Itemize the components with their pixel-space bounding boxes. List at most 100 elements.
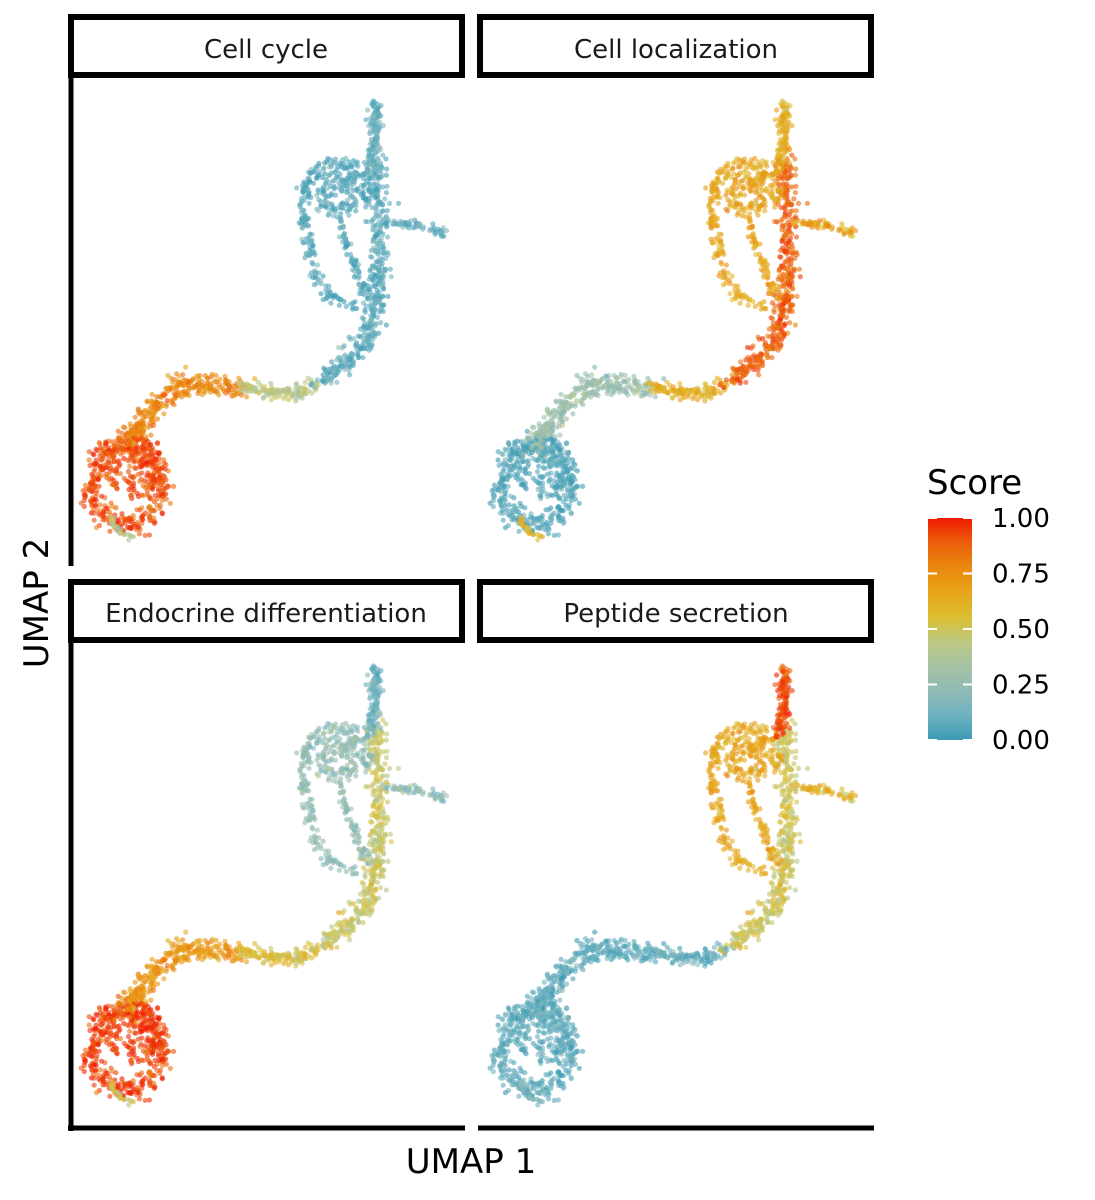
cell-point (356, 173, 363, 179)
cell-point (528, 514, 534, 520)
cell-point (233, 391, 239, 398)
cell-point (707, 195, 713, 201)
cell-point (81, 498, 87, 504)
cell-point (618, 371, 624, 377)
cell-point (525, 463, 531, 469)
cell-point (370, 166, 376, 172)
cell-point (123, 1007, 129, 1013)
cell-point (159, 510, 165, 517)
cell-point (615, 386, 622, 392)
cell-point (783, 259, 790, 265)
cell-point (841, 231, 847, 237)
cell-point (147, 420, 153, 426)
cell-point (98, 457, 104, 463)
cell-point (126, 998, 132, 1004)
cell-point (261, 384, 267, 390)
cell-point (96, 511, 102, 517)
cell-point (145, 1044, 151, 1050)
cell-point (151, 520, 157, 526)
cell-point (194, 373, 200, 379)
cell-point (501, 497, 507, 503)
cell-point (840, 225, 846, 231)
cell-point (319, 378, 325, 384)
cell-point (568, 510, 575, 517)
cell-point (534, 469, 541, 475)
cell-point (325, 156, 331, 162)
cell-point (142, 1097, 148, 1103)
cell-point (767, 345, 773, 351)
cell-point (311, 169, 317, 175)
cell-point (373, 248, 379, 254)
cell-point (713, 236, 719, 242)
cell-point (107, 1093, 113, 1099)
cell-point (737, 380, 743, 386)
cell-point (310, 243, 316, 249)
cell-point (86, 457, 92, 463)
cell-point (335, 369, 341, 375)
cell-point (171, 483, 177, 489)
cell-point (93, 1011, 99, 1017)
cell-point (377, 283, 383, 289)
cell-point (762, 257, 768, 263)
cell-point (793, 166, 799, 172)
cell-point (149, 478, 155, 484)
cell-point (378, 320, 384, 326)
cell-point (728, 378, 734, 384)
cell-point (361, 316, 367, 322)
cell-point (356, 268, 362, 275)
cell-point (758, 306, 765, 312)
cell-point (89, 1044, 95, 1050)
cell-point (167, 1065, 173, 1071)
cell-point (97, 502, 103, 508)
cell-point (132, 424, 138, 430)
cell-point (652, 394, 659, 400)
cell-point (716, 231, 722, 237)
cell-point (133, 454, 139, 460)
cell-point (358, 345, 364, 351)
cell-point (760, 274, 767, 280)
cell-point (734, 366, 740, 373)
cell-point (752, 303, 758, 310)
cell-point (535, 433, 541, 439)
cell-point (183, 364, 189, 370)
cell-point (95, 1041, 101, 1047)
cell-point (558, 507, 564, 513)
cell-point (156, 486, 162, 492)
cell-point (570, 457, 576, 463)
cell-point (334, 379, 340, 385)
cell-point (341, 299, 347, 305)
cell-point (255, 379, 261, 385)
cell-point (724, 276, 730, 282)
cell-point (383, 255, 389, 261)
cell-point (779, 276, 785, 282)
cell-point (126, 537, 132, 543)
cell-point (759, 359, 765, 365)
cell-point (595, 387, 601, 393)
cell-point (290, 392, 296, 398)
cell-point (116, 463, 122, 469)
cell-point (123, 442, 129, 448)
cell-point (733, 295, 739, 302)
cell-point (148, 442, 154, 448)
cell-point (136, 531, 142, 537)
cell-point (150, 1017, 156, 1023)
cell-point (610, 388, 616, 394)
cell-point (95, 476, 101, 482)
cell-point (133, 465, 139, 471)
cell-point (787, 307, 793, 314)
cell-point (206, 386, 213, 392)
cell-point (557, 416, 563, 422)
cell-point (125, 1044, 131, 1050)
cell-point (514, 458, 520, 465)
cell-point (105, 1023, 111, 1030)
cell-point (81, 1063, 87, 1069)
facet-label: Cell localization (574, 35, 778, 65)
cell-point (378, 307, 384, 314)
cell-point (545, 420, 551, 426)
cell-point (344, 186, 350, 192)
cell-point (538, 474, 544, 480)
cell-point (160, 478, 166, 484)
cell-point (529, 435, 536, 441)
cell-point (130, 1099, 137, 1105)
cell-point (617, 380, 623, 386)
